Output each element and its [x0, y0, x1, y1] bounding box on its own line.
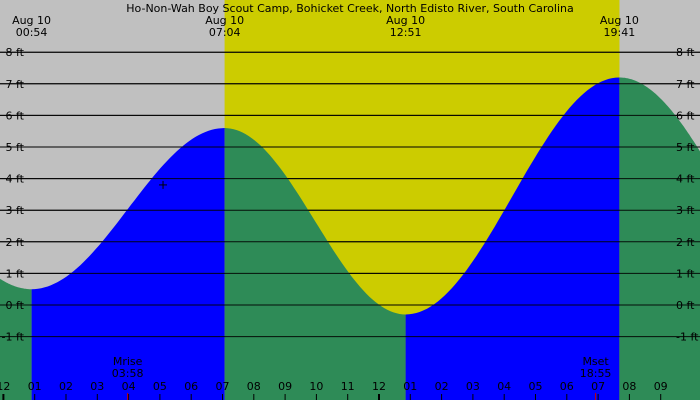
extreme-time-label: 07:04	[209, 26, 241, 39]
extreme-time-label: 19:41	[604, 26, 636, 39]
y-tick-label: 3 ft	[6, 204, 25, 217]
moon-event-label: Mset	[582, 355, 609, 368]
falling-tide-segment	[619, 77, 700, 400]
x-tick-label: 05	[153, 380, 167, 393]
y-tick-label: -1 ft	[2, 331, 25, 344]
x-tick-label: 09	[654, 380, 668, 393]
y-axis-ticks: 8 ft 8 ft 7 ft 7 ft 6 ft 6 ft 5 ft 5 ft 4 ft 4 ft…	[2, 46, 700, 343]
x-tick-label: 11	[341, 380, 355, 393]
y-tick-label-right: 1 ft	[676, 267, 695, 280]
x-tick-label: 12	[0, 380, 10, 393]
y-tick-label-right: 6 ft	[676, 109, 695, 122]
extreme-time-label: 12:51	[390, 26, 422, 39]
y-tick-label-right: 7 ft	[676, 78, 695, 91]
x-tick-label: 07	[591, 380, 605, 393]
y-tick-label: 0 ft	[6, 299, 25, 312]
y-tick-label: 1 ft	[6, 267, 25, 280]
tide-area	[0, 77, 700, 400]
x-tick-label: 04	[497, 380, 511, 393]
x-tick-label: 03	[466, 380, 480, 393]
x-tick-label: 02	[435, 380, 449, 393]
y-tick-label-right: 0 ft	[676, 299, 695, 312]
extreme-date-label: Aug 10	[205, 14, 244, 27]
y-tick-label-right: 5 ft	[676, 141, 695, 154]
x-tick-label: 08	[622, 380, 636, 393]
moon-event-time: 18:55	[580, 367, 612, 380]
extreme-time-label: 00:54	[16, 26, 48, 39]
rising-tide-segment	[405, 77, 620, 400]
chart-title: Ho-Non-Wah Boy Scout Camp, Bohicket Cree…	[126, 2, 573, 15]
moon-event-time: 03:58	[112, 367, 144, 380]
falling-tide-segment	[0, 278, 32, 400]
y-tick-label-right: 8 ft	[676, 46, 695, 59]
moon-event-label: Mrise	[113, 355, 143, 368]
y-tick-label: 2 ft	[6, 236, 25, 249]
x-tick-label: 03	[90, 380, 104, 393]
x-tick-label: 06	[560, 380, 574, 393]
x-tick-label: 10	[309, 380, 323, 393]
extreme-date-label: Aug 10	[600, 14, 639, 27]
extreme-date-label: Aug 10	[386, 14, 425, 27]
y-tick-label-right: 2 ft	[676, 236, 695, 249]
y-tick-label-right: 4 ft	[676, 173, 695, 186]
x-tick-label: 08	[247, 380, 261, 393]
y-tick-label: 8 ft	[6, 46, 25, 59]
x-tick-label: 05	[529, 380, 543, 393]
y-tick-label: 6 ft	[6, 109, 25, 122]
x-tick-label: 01	[28, 380, 42, 393]
grid-lines-overlay	[0, 51, 700, 338]
x-tick-label: 02	[59, 380, 73, 393]
x-tick-label: 01	[403, 380, 417, 393]
falling-tide-segment	[224, 128, 406, 400]
y-tick-label-right: 3 ft	[676, 204, 695, 217]
y-tick-label: 5 ft	[6, 141, 25, 154]
y-tick-label-right: -1 ft	[676, 331, 699, 344]
x-tick-label: 06	[184, 380, 198, 393]
extreme-date-label: Aug 10	[12, 14, 51, 27]
x-tick-label: 09	[278, 380, 292, 393]
x-tick-label: 12	[372, 380, 386, 393]
x-tick-label: 07	[216, 380, 230, 393]
y-tick-label: 4 ft	[6, 173, 25, 186]
x-axis-ticks: 1112010203040506070809101112010203040506…	[0, 380, 668, 400]
rising-tide-segment	[31, 128, 225, 400]
y-tick-label: 7 ft	[6, 78, 25, 91]
x-tick-label: 04	[122, 380, 136, 393]
